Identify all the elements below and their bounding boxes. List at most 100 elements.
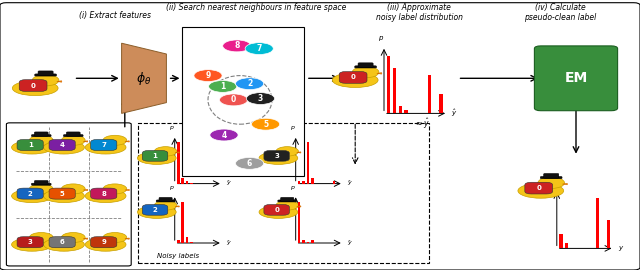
Text: 0: 0 (536, 185, 541, 191)
Circle shape (103, 135, 127, 145)
Bar (190, 242, 193, 243)
Bar (302, 181, 305, 184)
Ellipse shape (259, 206, 298, 218)
Text: $\hat{y}$: $\hat{y}$ (347, 238, 353, 248)
Text: $p$: $p$ (169, 124, 174, 132)
Text: $\hat{y}$: $\hat{y}$ (226, 179, 232, 188)
Text: $\hat{y}$: $\hat{y}$ (451, 108, 458, 119)
Ellipse shape (85, 141, 126, 154)
Text: $p$: $p$ (290, 184, 295, 192)
Circle shape (252, 118, 280, 130)
Circle shape (29, 232, 53, 242)
Bar (307, 142, 309, 184)
Circle shape (154, 201, 177, 210)
Circle shape (236, 78, 264, 90)
Ellipse shape (259, 152, 298, 164)
Text: (i) Extract features: (i) Extract features (79, 11, 151, 20)
Text: 6: 6 (60, 239, 65, 245)
Bar (311, 178, 314, 184)
FancyBboxPatch shape (49, 140, 76, 151)
Bar (311, 240, 314, 243)
Circle shape (246, 93, 275, 104)
Bar (564, 243, 568, 248)
Ellipse shape (518, 183, 564, 198)
Bar (186, 238, 188, 243)
Wedge shape (125, 189, 129, 191)
Circle shape (29, 184, 53, 194)
FancyBboxPatch shape (67, 132, 80, 136)
Wedge shape (83, 189, 88, 191)
FancyBboxPatch shape (278, 200, 296, 202)
Bar (302, 240, 305, 243)
Text: 6: 6 (247, 159, 252, 168)
FancyBboxPatch shape (543, 174, 559, 178)
Bar (404, 110, 408, 113)
FancyBboxPatch shape (91, 237, 117, 248)
Text: $\hat{y}$: $\hat{y}$ (347, 179, 353, 188)
Text: 8: 8 (234, 41, 239, 50)
Circle shape (352, 66, 379, 78)
Text: $p$: $p$ (378, 34, 384, 43)
Text: 3: 3 (28, 239, 33, 245)
FancyBboxPatch shape (0, 3, 640, 270)
Text: 3: 3 (274, 153, 279, 159)
Text: 9: 9 (101, 239, 106, 245)
Text: (iv) Calculate
pseudo-clean label: (iv) Calculate pseudo-clean label (524, 3, 596, 22)
FancyBboxPatch shape (534, 46, 618, 111)
Circle shape (32, 75, 59, 86)
FancyBboxPatch shape (31, 183, 51, 185)
Text: 4: 4 (221, 130, 227, 140)
Text: $p$: $p$ (290, 124, 295, 132)
FancyBboxPatch shape (280, 197, 294, 201)
Wedge shape (175, 152, 179, 153)
Circle shape (29, 135, 53, 145)
Ellipse shape (12, 81, 58, 96)
Text: 2: 2 (28, 191, 33, 197)
FancyBboxPatch shape (35, 132, 48, 136)
Wedge shape (83, 141, 88, 142)
Wedge shape (297, 152, 301, 153)
Polygon shape (122, 43, 166, 113)
Bar (186, 181, 188, 184)
Text: 0: 0 (231, 95, 236, 104)
Wedge shape (57, 81, 62, 82)
Wedge shape (51, 238, 56, 239)
Circle shape (538, 177, 564, 188)
Bar (177, 142, 180, 184)
FancyBboxPatch shape (6, 123, 131, 266)
FancyBboxPatch shape (19, 80, 47, 91)
Bar (177, 240, 180, 243)
Wedge shape (125, 141, 129, 142)
Circle shape (276, 201, 298, 210)
Text: 8: 8 (101, 191, 106, 197)
Text: 1: 1 (28, 142, 33, 148)
Ellipse shape (85, 238, 126, 251)
FancyBboxPatch shape (31, 135, 51, 137)
Ellipse shape (12, 238, 52, 251)
Bar (428, 75, 431, 113)
Text: $\hat{y}$: $\hat{y}$ (226, 238, 232, 248)
Wedge shape (51, 141, 56, 142)
Circle shape (61, 135, 85, 145)
Text: 0: 0 (31, 83, 36, 89)
Bar (439, 94, 443, 113)
Circle shape (103, 232, 127, 242)
Text: $\phi_\theta$: $\phi_\theta$ (136, 70, 152, 87)
Bar (559, 234, 563, 248)
FancyBboxPatch shape (17, 140, 44, 151)
Bar (298, 181, 301, 184)
Ellipse shape (12, 141, 52, 154)
Text: 2: 2 (247, 79, 252, 88)
FancyBboxPatch shape (358, 63, 373, 68)
FancyBboxPatch shape (525, 182, 552, 194)
Text: 5: 5 (60, 191, 65, 197)
Circle shape (154, 147, 177, 156)
Text: Noisy labels: Noisy labels (157, 253, 199, 259)
Text: $p$: $p$ (550, 177, 557, 186)
Ellipse shape (85, 189, 126, 202)
Circle shape (220, 94, 248, 106)
Bar (607, 220, 610, 248)
Wedge shape (83, 238, 88, 239)
Text: 7: 7 (101, 142, 106, 148)
Wedge shape (377, 73, 382, 74)
